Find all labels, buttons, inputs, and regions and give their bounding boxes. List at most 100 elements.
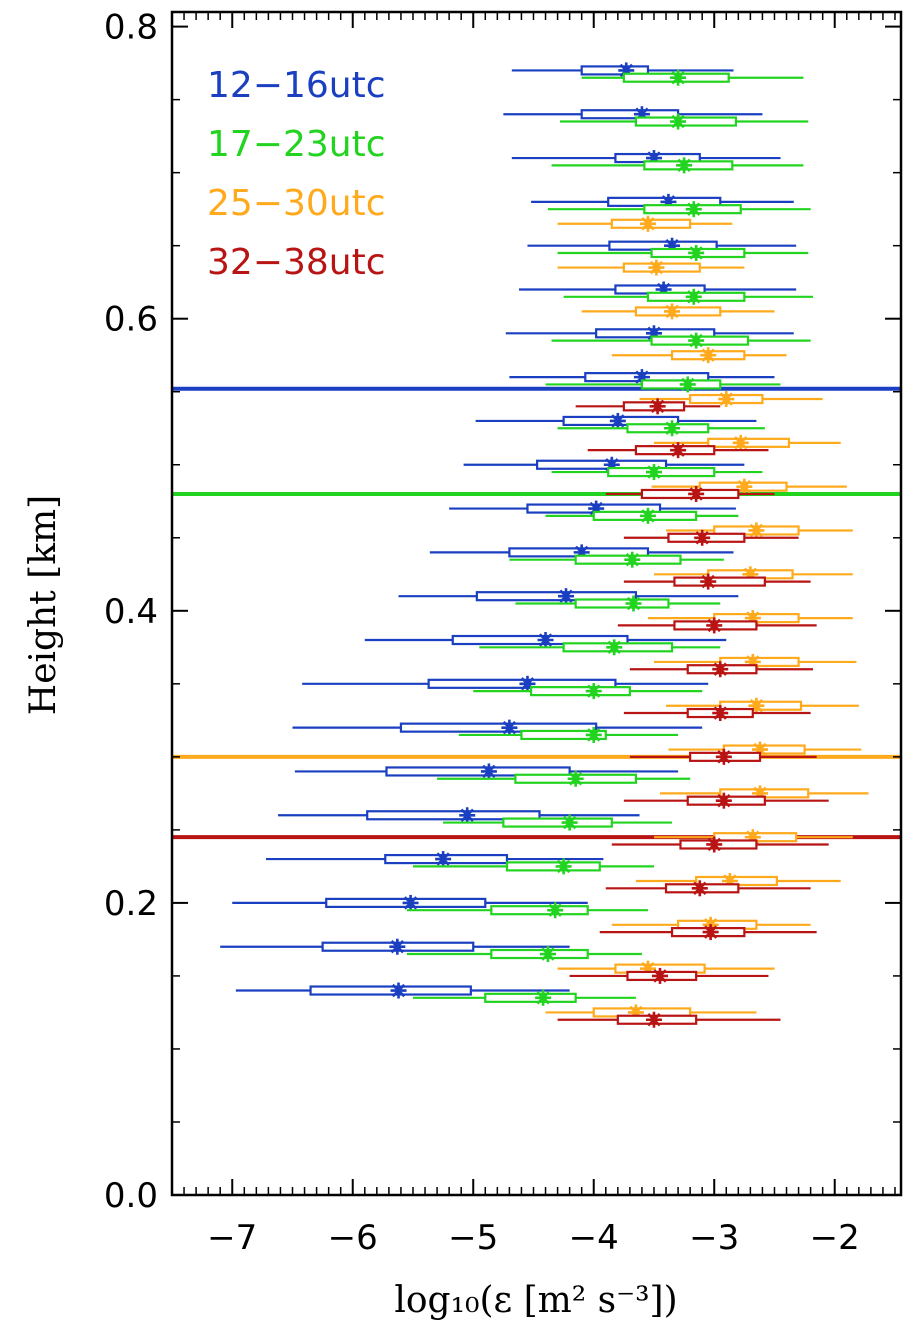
- median-marker: [561, 814, 578, 831]
- data-point: [575, 398, 721, 415]
- x-tick-label: −7: [207, 1218, 257, 1258]
- median-marker: [535, 989, 552, 1006]
- data-point: [605, 485, 775, 502]
- median-marker: [688, 244, 705, 261]
- data-point: [398, 588, 739, 605]
- data-point: [220, 938, 570, 955]
- median-marker: [539, 946, 556, 963]
- iqr-box: [399, 722, 598, 733]
- data-point: [458, 726, 679, 743]
- y-tick-label: 0.6: [104, 300, 158, 340]
- iqr-box: [580, 65, 650, 76]
- median-marker: [712, 705, 729, 722]
- median-marker: [652, 967, 669, 984]
- median-marker: [664, 303, 681, 320]
- iqr-box: [502, 817, 613, 828]
- median-marker: [706, 617, 723, 634]
- median-marker: [670, 113, 687, 130]
- median-marker: [712, 661, 729, 678]
- plot-frame: [170, 10, 903, 1197]
- data-point: [611, 347, 787, 364]
- median-marker: [706, 836, 723, 853]
- median-marker: [390, 982, 407, 999]
- data-point: [406, 946, 642, 963]
- median-marker: [625, 595, 642, 612]
- data-point: [557, 1011, 781, 1028]
- x-tick-label: −5: [448, 1218, 498, 1258]
- data-point: [611, 836, 829, 853]
- median-marker: [558, 588, 575, 605]
- legend: 12−16utc 17−23utc 25−30utc 32−38utc: [207, 65, 386, 283]
- iqr-box: [505, 861, 601, 872]
- data-point: [364, 632, 727, 649]
- data-point: [511, 62, 734, 79]
- data-point: [545, 376, 781, 393]
- median-marker: [694, 529, 711, 546]
- median-marker: [648, 259, 665, 276]
- data-point: [557, 259, 745, 276]
- data-point: [599, 924, 817, 941]
- data-point: [581, 69, 804, 86]
- y-tick-label: 0.8: [104, 8, 158, 48]
- median-marker: [664, 420, 681, 437]
- iqr-box: [673, 576, 766, 587]
- data-point: [563, 288, 814, 305]
- data-point: [519, 281, 797, 298]
- data-point: [545, 507, 739, 524]
- data-point: [443, 814, 673, 831]
- data-point: [623, 529, 799, 546]
- median-marker: [679, 376, 696, 393]
- data-point: [473, 683, 703, 700]
- data-point: [551, 157, 804, 174]
- x-tick-label: −6: [328, 1218, 378, 1258]
- median-marker: [639, 215, 656, 232]
- data-point: [515, 595, 721, 612]
- data-point: [666, 522, 853, 539]
- median-marker: [501, 719, 518, 736]
- data-point: [581, 303, 775, 320]
- data-point: [551, 464, 763, 481]
- iqr-box: [490, 905, 589, 916]
- median-marker: [715, 792, 732, 809]
- median-marker: [624, 551, 641, 568]
- median-marker: [389, 938, 406, 955]
- y-tick-label: 0.4: [104, 592, 158, 632]
- legend-entry: 12−16utc: [207, 65, 386, 106]
- legend-entry: 17−23utc: [207, 124, 386, 165]
- median-marker: [645, 1011, 662, 1028]
- median-marker: [702, 924, 719, 941]
- data-point: [505, 325, 794, 342]
- x-tick-label: −3: [689, 1218, 739, 1258]
- data-point: [587, 442, 769, 459]
- data-point: [651, 478, 847, 495]
- median-marker: [688, 332, 705, 349]
- data-point: [605, 880, 811, 897]
- data-point: [479, 639, 721, 656]
- y-axis-title: Height [km]: [23, 495, 64, 715]
- data-point: [653, 434, 841, 451]
- data-point: [551, 332, 811, 349]
- data-point: [509, 551, 724, 568]
- iqr-box: [385, 766, 571, 777]
- y-tick-label: 0.0: [104, 1176, 158, 1216]
- median-marker: [567, 770, 584, 787]
- median-marker: [685, 201, 702, 218]
- series-layer: [220, 62, 869, 1028]
- iqr-box: [529, 686, 631, 697]
- data-point: [617, 617, 817, 634]
- median-marker: [585, 683, 602, 700]
- series-3: [557, 398, 829, 1028]
- data-point: [623, 573, 811, 590]
- median-marker: [732, 434, 749, 451]
- data-point: [547, 201, 811, 218]
- x-tick-label: −2: [810, 1218, 860, 1258]
- data-point: [639, 391, 823, 408]
- median-marker: [700, 573, 717, 590]
- iqr-box: [490, 948, 589, 960]
- data-point: [559, 113, 809, 130]
- x-axis-title: log₁₀(ε [m² s⁻³]): [394, 1280, 677, 1321]
- median-marker: [639, 507, 656, 524]
- median-marker: [676, 157, 693, 174]
- data-point: [629, 748, 817, 765]
